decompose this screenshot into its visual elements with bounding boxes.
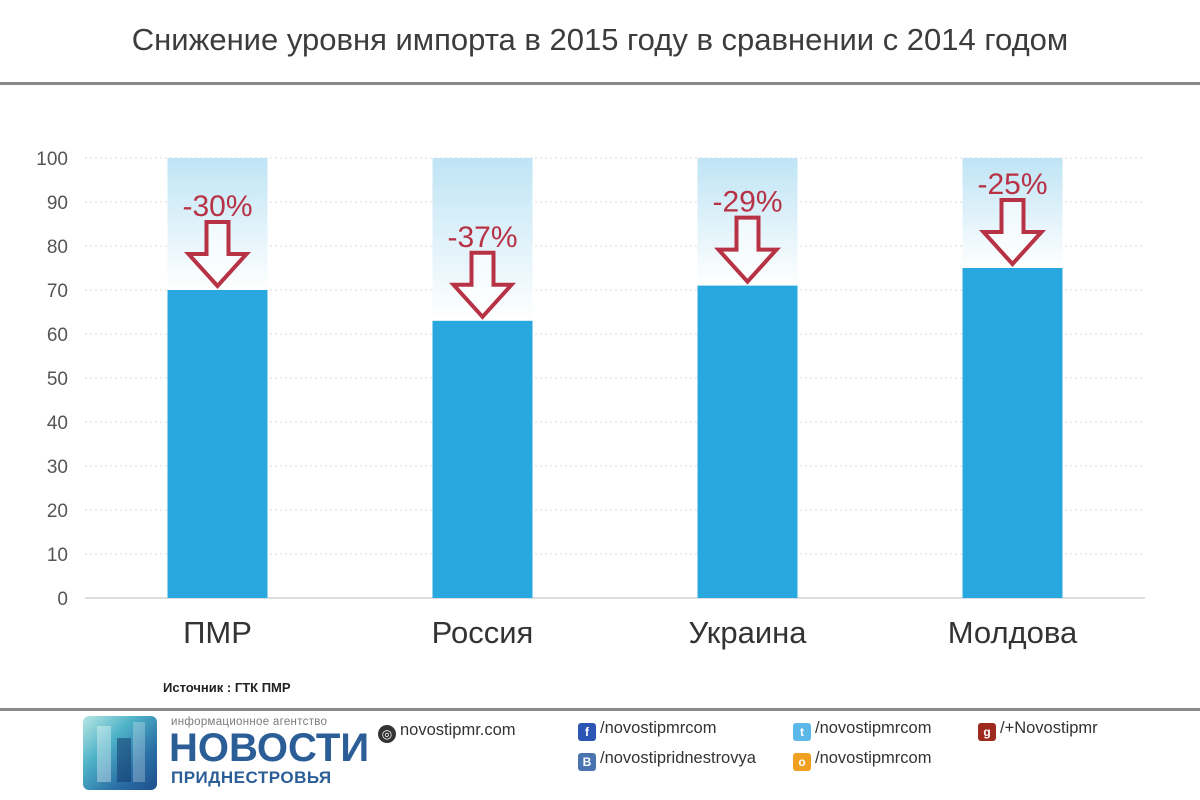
odnoklassniki-link[interactable]: o/novostipmrcom bbox=[793, 749, 931, 771]
decrease-arrow-icon bbox=[183, 220, 252, 289]
site-link[interactable]: ◎ novostipmr.com bbox=[378, 721, 516, 743]
vk-link[interactable]: B/novostipridnestrovya bbox=[578, 749, 756, 771]
y-tick-label: 100 bbox=[36, 149, 68, 170]
y-tick-label: 10 bbox=[47, 545, 68, 566]
twitter-icon: t bbox=[793, 723, 811, 741]
x-tick-label: Молдова bbox=[948, 615, 1078, 650]
x-tick-label: Украина bbox=[688, 615, 807, 650]
data-label: -30% bbox=[182, 190, 252, 223]
site-link-text: novostipmr.com bbox=[400, 721, 516, 739]
y-tick-label: 90 bbox=[47, 193, 68, 214]
bar bbox=[432, 320, 533, 598]
odnoklassniki-link-text: /novostipmrcom bbox=[815, 749, 932, 767]
bar bbox=[962, 268, 1063, 598]
bar bbox=[167, 290, 268, 598]
x-tick-label: Россия bbox=[432, 615, 534, 650]
y-tick-label: 60 bbox=[47, 325, 68, 346]
google-plus-icon: g bbox=[978, 723, 996, 741]
footer-divider bbox=[0, 708, 1200, 711]
chart-title: Снижение уровня импорта в 2015 году в ср… bbox=[131, 22, 1069, 57]
twitter-link-text: /novostipmrcom bbox=[815, 719, 932, 737]
logo-name: НОВОСТИ bbox=[169, 726, 370, 770]
y-tick-label: 80 bbox=[47, 237, 68, 258]
odnoklassniki-icon: o bbox=[793, 753, 811, 771]
logo-tagline: информационное агентство bbox=[171, 716, 328, 728]
y-tick-label: 50 bbox=[47, 369, 68, 390]
data-label: -37% bbox=[447, 221, 517, 254]
google-plus-link[interactable]: g/+Novostipmr bbox=[978, 719, 1098, 741]
y-tick-label: 70 bbox=[47, 281, 68, 302]
source-note: Источник : ГТК ПМР bbox=[163, 680, 291, 695]
y-tick-label: 20 bbox=[47, 501, 68, 522]
google-plus-link-text: /+Novostipmr bbox=[1000, 719, 1098, 737]
title-divider bbox=[0, 82, 1200, 85]
x-tick-label: ПМР bbox=[183, 615, 252, 650]
y-tick-label: 0 bbox=[57, 589, 68, 610]
agency-logo: информационное агентство НОВОСТИ ПРИДНЕС… bbox=[83, 716, 373, 796]
globe-icon: ◎ bbox=[378, 725, 396, 743]
facebook-link-text: /novostipmrcom bbox=[600, 719, 717, 737]
y-tick-label: 30 bbox=[47, 457, 68, 478]
twitter-link[interactable]: t/novostipmrcom bbox=[793, 719, 931, 741]
facebook-icon: f bbox=[578, 723, 596, 741]
data-label: -29% bbox=[712, 186, 782, 219]
data-label: -25% bbox=[977, 168, 1047, 201]
y-tick-label: 40 bbox=[47, 413, 68, 434]
decrease-arrow-icon bbox=[713, 215, 782, 285]
vk-icon: B bbox=[578, 753, 596, 771]
decrease-arrow-icon bbox=[978, 198, 1047, 267]
vk-link-text: /novostipridnestrovya bbox=[600, 749, 756, 767]
bar bbox=[697, 285, 798, 598]
logo-subtitle: ПРИДНЕСТРОВЬЯ bbox=[171, 768, 332, 787]
facebook-link[interactable]: f/novostipmrcom bbox=[578, 719, 716, 741]
logo-mark-icon bbox=[83, 716, 157, 790]
decrease-arrow-icon bbox=[448, 250, 517, 320]
